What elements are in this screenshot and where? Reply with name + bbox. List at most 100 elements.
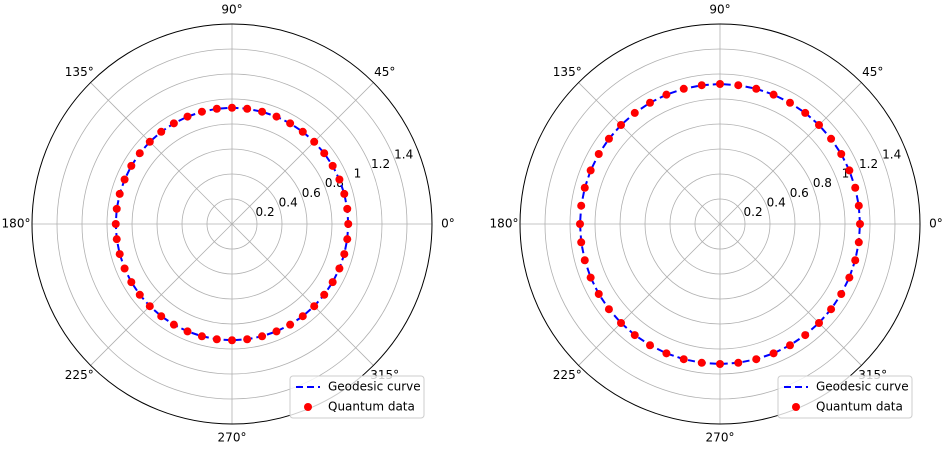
data-point <box>837 290 846 298</box>
outer-spine <box>31 23 433 425</box>
data-point <box>111 220 120 228</box>
radial-grid-line <box>544 48 896 400</box>
data-point <box>169 320 178 329</box>
data-point <box>617 121 626 130</box>
r-tick-label: 0.6 <box>790 186 809 200</box>
data-point <box>845 273 854 282</box>
data-point <box>716 360 724 368</box>
radial-grid-line <box>106 98 358 350</box>
data-point <box>112 235 121 244</box>
data-point <box>127 161 136 170</box>
data-point <box>340 250 349 259</box>
data-point <box>679 355 688 364</box>
data-point <box>827 305 836 314</box>
angle-tick-label: 225° <box>553 368 582 382</box>
outer-spine <box>519 23 921 425</box>
data-point <box>576 220 584 228</box>
data-point <box>286 119 295 128</box>
data-point <box>769 90 778 99</box>
legend-swatch <box>792 403 800 411</box>
data-point <box>258 332 267 341</box>
radial-grid-line <box>594 98 846 350</box>
data-point <box>752 84 761 93</box>
angle-tick-label: 90° <box>221 3 242 17</box>
data-point <box>272 327 281 336</box>
data-point <box>286 320 295 329</box>
data-point <box>752 355 761 364</box>
data-point <box>197 332 206 341</box>
data-point <box>697 81 706 90</box>
data-point <box>344 220 353 228</box>
data-point <box>604 134 613 143</box>
data-point <box>679 84 688 93</box>
data-point <box>586 273 595 282</box>
angle-tick-label: 0° <box>929 217 943 231</box>
data-point <box>580 256 589 265</box>
data-point <box>827 134 836 143</box>
polar-chart: 0°45°90°135°180°225°270°315°0.20.40.60.8… <box>2 3 455 445</box>
radial-grid-line <box>669 173 771 275</box>
data-point <box>646 341 654 350</box>
data-point <box>769 349 778 358</box>
data-point <box>212 335 221 344</box>
data-point <box>662 349 671 358</box>
data-point <box>801 331 810 340</box>
r-tick-label: 1 <box>354 167 362 181</box>
data-point <box>617 318 626 327</box>
r-tick-label: 1.4 <box>394 148 413 162</box>
data-point <box>120 264 129 273</box>
legend-label: Quantum data <box>816 400 903 414</box>
data-point <box>243 104 252 113</box>
data-point <box>854 201 863 210</box>
data-point <box>145 302 154 311</box>
data-point <box>594 150 603 158</box>
data-point <box>228 103 236 112</box>
data-point <box>115 250 124 259</box>
angle-tick-label: 180° <box>490 217 519 231</box>
radial-grid-line <box>131 123 333 325</box>
radial-grid-line <box>181 173 283 275</box>
r-tick-label: 1 <box>842 167 850 181</box>
data-point <box>157 312 166 321</box>
radial-grid-line <box>156 148 308 300</box>
data-point <box>335 175 344 184</box>
data-point <box>115 189 124 198</box>
r-tick-label: 0.8 <box>813 176 832 190</box>
data-point <box>604 305 613 314</box>
data-point <box>298 312 307 321</box>
radial-grid-line <box>569 73 871 375</box>
data-point <box>716 80 724 88</box>
radial-grid-line <box>619 123 821 325</box>
data-point <box>837 150 846 158</box>
data-point <box>183 112 192 121</box>
angle-tick-label: 90° <box>709 3 730 17</box>
data-point <box>786 98 794 107</box>
data-point <box>243 335 252 344</box>
legend-swatch <box>304 403 312 411</box>
angle-tick-label: 180° <box>2 217 31 231</box>
data-point <box>594 290 603 298</box>
data-point <box>272 112 281 121</box>
angle-tick-label: 270° <box>218 431 247 445</box>
legend-box <box>289 375 425 419</box>
data-point <box>135 290 144 299</box>
r-tick-label: 1.2 <box>371 157 390 171</box>
data-point <box>310 302 319 311</box>
radial-grid-line <box>694 198 746 250</box>
radial-grid-line <box>206 198 258 250</box>
data-point <box>328 161 337 170</box>
angle-tick-label: 225° <box>65 368 94 382</box>
angle-tick-label: 45° <box>862 65 883 79</box>
data-point <box>630 108 639 117</box>
legend-label: Geodesic curve <box>816 380 909 394</box>
data-point <box>851 183 860 192</box>
data-point <box>851 256 860 265</box>
angle-tick-label: 135° <box>553 65 582 79</box>
legend-label: Quantum data <box>328 400 415 414</box>
angle-tick-label: 135° <box>65 65 94 79</box>
data-point <box>320 290 329 299</box>
data-point <box>801 108 810 117</box>
radial-grid-line <box>644 148 796 300</box>
data-point <box>228 336 236 345</box>
